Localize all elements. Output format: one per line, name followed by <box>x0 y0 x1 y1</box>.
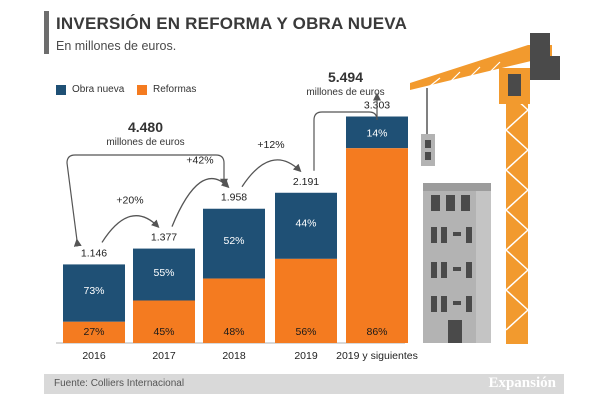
legend-label-obra-nueva: Obra nueva <box>72 84 125 95</box>
bar-obra-nueva-1 <box>133 248 195 301</box>
growth-label-1: +42% <box>186 155 213 167</box>
total-label-1: 1.377 <box>151 232 177 244</box>
data-label-reformas-3: 56% <box>295 326 316 338</box>
total-label-0: 1.146 <box>81 247 107 259</box>
growth-arrow-0 <box>101 215 160 243</box>
bar-reformas-2 <box>203 278 265 343</box>
data-label-reformas-1: 45% <box>153 326 174 338</box>
legend-swatch-reformas <box>137 84 147 95</box>
footer-bar: Fuente: Colliers Internacional Expansión <box>44 374 564 394</box>
building-icon <box>423 183 491 343</box>
data-label-reformas-4: 86% <box>366 326 387 338</box>
growth-label-0: +20% <box>116 195 143 207</box>
bar-reformas-1 <box>133 300 195 343</box>
source-note: Fuente: Colliers Internacional <box>54 378 185 389</box>
data-label-reformas-0: 27% <box>83 326 104 338</box>
data-label-obra-nueva-2: 52% <box>223 235 244 247</box>
annotation-value-1: 5.494 <box>328 69 363 85</box>
legend-item-obra-nueva: Obra nueva <box>56 84 124 95</box>
annotation-unit-1: millones de euros <box>306 87 384 98</box>
legend-item-reformas: Reformas <box>137 84 196 95</box>
annotation-unit-0: millones de euros <box>106 137 184 148</box>
legend-swatch-obra-nueva <box>56 84 66 95</box>
bar-reformas-0 <box>63 321 125 343</box>
x-tick-label-0: 2016 <box>82 350 106 362</box>
bar-obra-nueva-3 <box>275 192 337 259</box>
growth-arrow-2 <box>241 159 302 188</box>
data-label-obra-nueva-4: 14% <box>366 127 387 139</box>
annotation-bracket-0 <box>66 154 228 247</box>
crane-icon <box>410 33 560 344</box>
x-tick-label-2: 2018 <box>222 350 246 362</box>
brand-logo: Expansión <box>488 375 556 391</box>
growth-label-2: +12% <box>257 139 284 151</box>
data-label-obra-nueva-0: 73% <box>83 285 104 297</box>
chart-subtitle: En millones de euros. <box>56 39 177 53</box>
x-tick-label-4: 2019 y siguientes <box>336 350 418 362</box>
x-tick-label-3: 2019 <box>294 350 318 362</box>
data-label-reformas-2: 48% <box>223 326 244 338</box>
legend-label-reformas: Reformas <box>153 84 197 95</box>
total-label-3: 2.191 <box>293 176 319 188</box>
chart-title: INVERSIÓN EN REFORMA Y OBRA NUEVA <box>56 14 408 33</box>
construction-illustration <box>410 33 560 344</box>
data-label-obra-nueva-3: 44% <box>295 218 316 230</box>
bar-reformas-3 <box>275 258 337 343</box>
bar-obra-nueva-0 <box>63 264 125 322</box>
annotation-value-0: 4.480 <box>128 119 163 135</box>
title-accent-bar <box>44 11 49 54</box>
x-tick-label-1: 2017 <box>152 350 176 362</box>
bar-reformas-4 <box>346 148 408 343</box>
data-label-obra-nueva-1: 55% <box>153 267 174 279</box>
annotation-bracket-1 <box>313 92 381 171</box>
bar-obra-nueva-4 <box>346 116 408 149</box>
total-label-2: 1.958 <box>221 192 247 204</box>
